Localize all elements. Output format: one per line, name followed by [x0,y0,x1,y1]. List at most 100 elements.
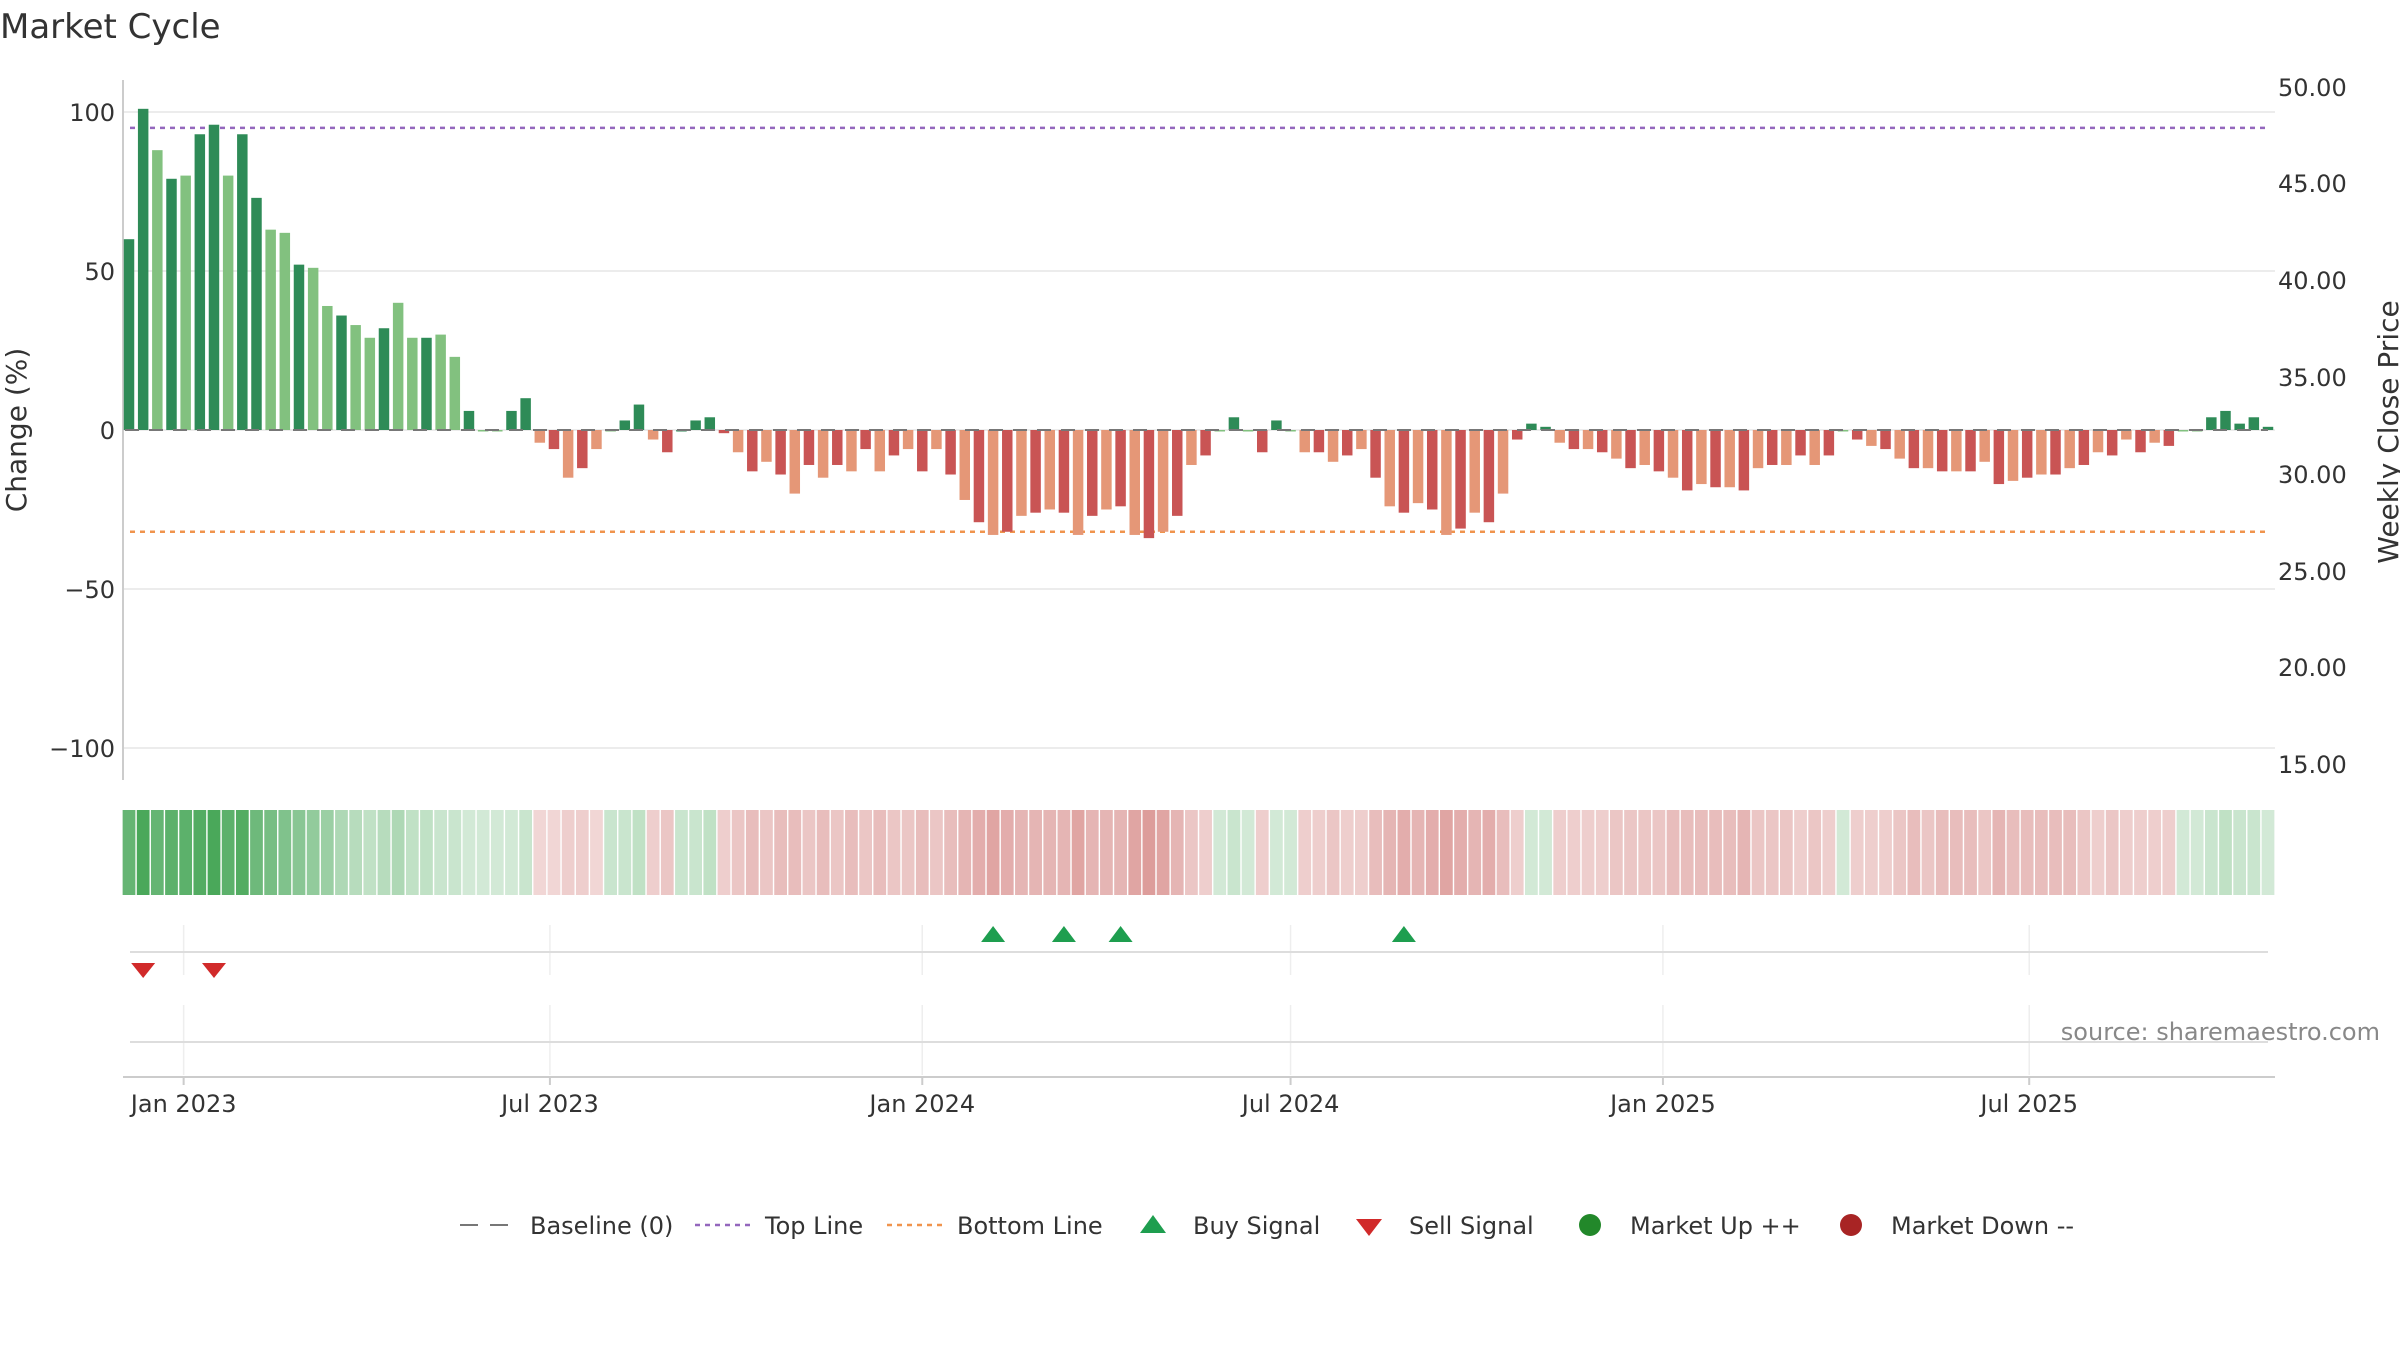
change-bar [973,430,985,523]
strength-cell [1921,810,1935,895]
strength-cell [703,810,717,895]
change-bar [1214,430,1225,432]
change-bar [1936,430,1948,472]
change-bar [2248,417,2260,430]
strength-cell [1029,810,1042,895]
strength-cell [292,810,306,895]
legend-market-down-icon [1840,1214,1862,1236]
strength-cell [405,810,419,895]
change-bar [1979,430,1990,462]
change-bar [1951,430,1962,472]
strength-cell [873,810,887,895]
change-bar [1554,430,1565,443]
change-bar [1271,420,1282,430]
change-bar [562,430,574,478]
strength-cell [1879,810,1892,895]
change-bar [1370,430,1381,478]
strength-cell [1638,810,1652,895]
change-bar [1851,430,1863,440]
strength-cell [760,810,773,895]
strength-cell [1312,810,1326,895]
y2-axis-title: Weekly Close Price [2372,300,2400,563]
strength-cell [1779,810,1793,895]
change-bar [647,430,659,440]
change-bar [1738,430,1750,491]
strength-cell [320,810,334,895]
strength-cell [1709,810,1722,895]
change-bar [1696,430,1707,485]
strength-cell [122,810,136,895]
strength-cell [1397,810,1411,895]
strength-cell [1326,810,1340,895]
y2-axis-ticks: 50.00 45.00 40.00 35.00 30.00 25.00 20.00 15.00 [2278,74,2347,779]
strength-cell [1255,810,1269,895]
change-bar [2149,430,2160,443]
strength-cell [306,810,320,895]
strength-cell [1468,810,1482,895]
change-bar [392,302,404,430]
change-bar [1766,430,1778,465]
strength-cell [235,810,249,895]
strength-cell [689,810,702,895]
strength-cell [575,810,589,895]
strength-cell [1553,810,1567,895]
strength-cell [604,810,618,895]
strength-cell [901,810,915,895]
change-bar [1483,430,1495,523]
change-bar [1200,430,1211,456]
change-bar [817,430,829,478]
change-bar [477,430,489,432]
change-bar [1667,430,1679,478]
strength-cell [1156,810,1170,895]
strength-cell [1680,810,1694,895]
change-bar [1426,430,1438,510]
strength-cell [250,810,263,895]
change-bar [237,134,248,430]
strength-cell [717,810,731,895]
strength-cell [646,810,660,895]
strength-cell [1992,810,2006,895]
strength-cell [915,810,929,895]
chart-title: Market Cycle [0,7,221,47]
legend-label: Sell Signal [1409,1212,1534,1240]
change-bar [2206,417,2217,430]
strength-cell [1666,810,1680,895]
strength-cell [2162,810,2176,895]
strength-cell [207,810,221,895]
strength-cell [136,810,150,895]
y-axis-title: Change (%) [0,348,33,513]
change-bar [832,430,843,465]
reference-lines [130,126,2268,534]
change-bar [336,315,347,430]
change-bar [1540,426,1551,430]
strength-cell [2176,810,2190,895]
strength-cell [1355,810,1368,895]
legend-label: Top Line [764,1212,863,1240]
strength-cell [1454,810,1467,895]
signal-markers [123,925,2275,1078]
strength-cell [1595,810,1609,895]
legend-label: Market Down -- [1891,1212,2074,1240]
y2-tick-label: 25.00 [2278,558,2347,586]
change-bar [747,430,758,472]
source-note: source: sharemaestro.com [2061,1018,2380,1046]
strength-cell [1808,810,1822,895]
strength-cell [1864,810,1878,895]
legend-item-bottom: Bottom Line [887,1212,1103,1240]
change-bar [1172,430,1183,516]
change-bar [222,175,234,430]
buy-signal-marker [981,926,1006,942]
strength-cell [1482,810,1496,895]
strength-cell [2049,810,2062,895]
strength-cell [1525,810,1538,895]
change-bar [1681,430,1693,491]
change-bar [1143,430,1155,539]
change-bar [619,420,631,430]
strength-cell [434,810,448,895]
change-bar [945,430,956,475]
legend-label: Baseline (0) [530,1212,673,1240]
strength-cell [462,810,476,895]
change-bar [577,430,588,469]
change-bar [1781,430,1792,465]
